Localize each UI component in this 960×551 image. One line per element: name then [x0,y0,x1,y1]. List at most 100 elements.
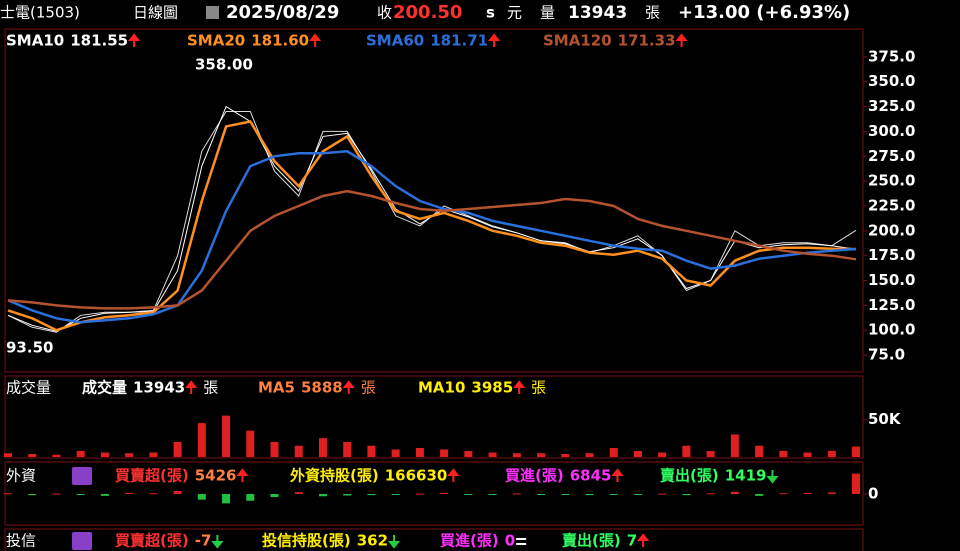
bar [270,441,279,457]
bar [28,453,37,457]
bar [100,494,109,496]
period: 日線圖 [133,4,178,22]
legend-name: MA5 [258,379,295,397]
trust-menu-icon[interactable] [72,532,92,550]
legend-value: 7 [627,532,637,550]
bar [609,494,618,495]
bar [730,434,739,457]
bar [440,492,449,494]
unit: 張 [645,4,660,22]
legend-value: 0 [505,532,515,550]
bar [755,445,764,457]
bar [367,494,376,496]
foreign-menu-icon[interactable] [72,467,92,485]
bar [173,491,182,494]
trend-arrow [309,33,322,47]
bar [585,494,594,496]
trend-flat [516,538,527,545]
bar [682,445,691,457]
currency: 元 [507,4,522,22]
y-tick-label: 50K [868,410,902,428]
y-tick-label: 275.0 [868,147,915,165]
trend-arrow [128,33,141,47]
bar [609,447,618,457]
trend-arrow [611,468,624,482]
legend-value: 362 [357,532,388,550]
bar [512,453,521,457]
legend-name: 買賣超(張) [115,467,189,485]
y-tick-label: 350.0 [868,72,915,90]
low-label: 93.50 [6,339,53,357]
trend-arrow [211,535,224,549]
bar [464,494,473,495]
bar [537,453,546,457]
bar [318,494,327,497]
legend-value: 166630 [385,467,448,485]
legend-name: SMA20 [187,32,245,50]
period-icon[interactable] [206,6,219,19]
trust-title: 投信 [6,532,36,550]
bar [464,450,473,457]
bar [149,493,158,495]
legend-name: 買賣超(張) [115,532,189,550]
y-tick-label: 100.0 [868,321,915,339]
legend-name: SMA120 [543,32,612,50]
legend-name: 成交量 [82,379,127,397]
legend-value: 181.71 [430,32,488,50]
legend-value: 5888 [301,379,343,397]
bar [125,492,134,494]
volume: 13943 [568,3,627,23]
legend-value: 1419 [725,467,767,485]
foreign-title: 外資 [6,467,36,485]
bar [561,494,570,495]
bar [4,493,12,495]
legend-value: 5426 [195,467,237,485]
bar [415,447,424,457]
flag: s [486,4,495,22]
legend-unit: 張 [361,379,376,397]
trend-arrow [488,33,501,47]
bar [779,493,788,495]
trend-arrow [342,380,355,394]
bar [28,494,37,496]
price-line [7,105,857,332]
bar [561,453,570,457]
date: 2025/08/29 [226,2,339,23]
bar [537,494,546,495]
legend-name: SMA10 [6,32,64,50]
trust-frame [4,528,864,551]
y-tick-label: 125.0 [868,296,915,314]
bar [222,415,231,457]
legend-unit: 張 [203,379,218,397]
y-tick-label: 75.0 [868,346,905,364]
bar [488,494,497,495]
bar [246,494,255,501]
bar [125,453,134,457]
bar [706,450,715,457]
y-tick-label: 175.0 [868,246,915,264]
bar [779,450,788,457]
bar [270,494,279,497]
bar [827,492,836,494]
legend-value: 6845 [570,467,612,485]
bar [197,494,206,500]
price-frame [4,28,864,373]
bar [706,493,715,495]
legend-name: 投信持股(張) [262,532,351,550]
bar [852,473,860,494]
trend-arrow [675,33,688,47]
y-tick-label: 225.0 [868,196,915,214]
bar [367,445,376,457]
y-tick-label: 325.0 [868,97,915,115]
bar [512,493,521,495]
bar [343,441,352,457]
y-tick-label: 300.0 [868,122,915,140]
legend-name: 賣出(張) [562,532,621,550]
bar [318,438,327,457]
trend-arrow [637,533,650,547]
bar [294,445,303,457]
bar [488,452,497,457]
bar [827,450,836,457]
